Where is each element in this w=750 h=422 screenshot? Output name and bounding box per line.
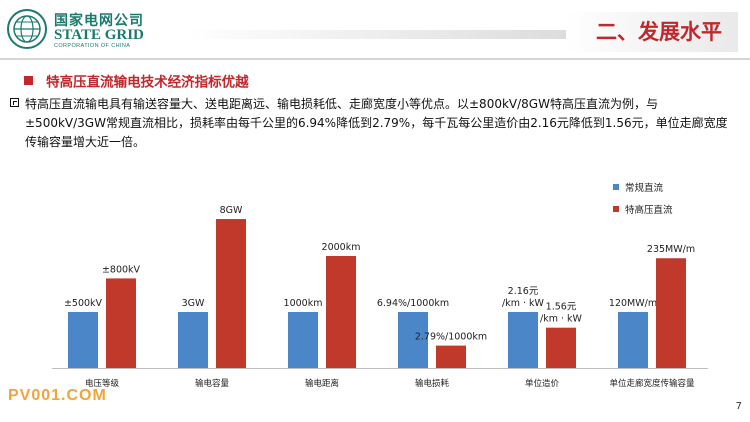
category-label: 输电距离 (305, 378, 339, 389)
bar-uhv (546, 327, 576, 368)
category-label: 单位走廊宽度传输容量 (609, 378, 695, 389)
sub-heading-text: 特高压直流输电技术经济指标优越 (46, 74, 249, 91)
data-label: 235MW/m (647, 244, 695, 255)
bar-uhv (436, 345, 466, 368)
data-label: 1.56元/km · kW (540, 302, 583, 325)
legend-swatch (613, 206, 619, 212)
data-label: 3GW (182, 298, 205, 309)
bar-conventional (508, 312, 538, 368)
data-label: 2.79%/1000km (415, 332, 487, 343)
category-label: 输电容量 (195, 378, 230, 389)
data-label: 8GW (220, 205, 243, 216)
page-number: 7 (735, 401, 742, 412)
state-grid-logo: 国家电网公司 STATE GRID CORPORATION OF CHINA (6, 6, 176, 52)
slide-header: 国家电网公司 STATE GRID CORPORATION OF CHINA 二… (0, 0, 750, 58)
red-square-icon (24, 76, 33, 85)
logo-name-en-sub: CORPORATION OF CHINA (54, 43, 131, 49)
bar-conventional (68, 312, 98, 368)
header-gradient-bar (186, 30, 570, 39)
data-label: 6.94%/1000km (377, 298, 449, 309)
data-label: 1000km (284, 298, 323, 309)
watermark: PV001.COM (8, 387, 107, 404)
bar-conventional (618, 312, 648, 368)
legend-label: 特高压直流 (625, 204, 673, 216)
section-title: 二、发展水平 (566, 12, 738, 52)
checkbox-bullet-icon (10, 98, 19, 107)
data-label: ±500kV (64, 298, 103, 309)
data-label: 2000km (322, 242, 361, 253)
bar-conventional (178, 312, 208, 368)
data-label: 120MW/m (609, 298, 657, 309)
category-label: 单位造价 (525, 378, 560, 389)
bar-uhv (326, 256, 356, 368)
bar-uhv (656, 258, 686, 368)
header-divider (0, 58, 750, 60)
legend-label: 常规直流 (625, 182, 664, 194)
legend-swatch (613, 184, 619, 190)
category-label: 输电损耗 (415, 378, 450, 389)
logo-name-en: STATE GRID (54, 27, 144, 43)
logo-name-cn: 国家电网公司 (54, 13, 144, 29)
bar-conventional (398, 312, 428, 368)
data-label: ±800kV (102, 264, 141, 275)
sub-heading: 特高压直流输电技术经济指标优越 (24, 70, 249, 91)
state-grid-globe-icon (7, 9, 47, 49)
bullet-text: 特高压直流输电具有输送容量大、送电距离远、输电损耗低、走廊宽度小等优点。以±80… (25, 97, 728, 149)
category-label: 电压等级 (85, 378, 120, 389)
data-label: 2.16元/km · kW (502, 286, 545, 309)
bar-conventional (288, 312, 318, 368)
bar-uhv (106, 278, 136, 368)
bar-uhv (216, 219, 246, 368)
